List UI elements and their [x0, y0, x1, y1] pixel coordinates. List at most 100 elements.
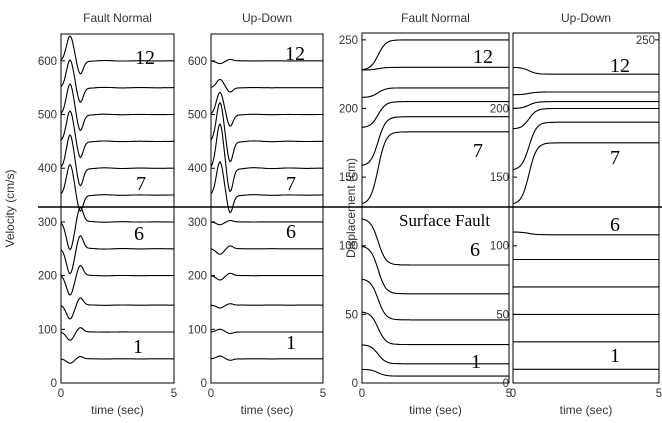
panel-2-trace-8	[210, 122, 323, 193]
panel-4-ytick-label: 150	[490, 172, 509, 184]
station-label-7-p1: 7	[136, 173, 146, 195]
panel-3-trace-11	[362, 66, 509, 71]
panel-1-title: Fault Normal	[83, 11, 152, 25]
panel-4-trace-11	[513, 91, 659, 96]
panel-3-ylabel: Displacement (cm)	[344, 158, 358, 258]
panel-2-trace-6	[210, 219, 323, 226]
panel-4-trace-12	[512, 66, 659, 75]
panel-4-ytick-label-right: 250	[636, 35, 655, 47]
panel-2-trace-10	[210, 91, 323, 127]
panel-1-trace-5	[60, 234, 174, 275]
panel-1-xtick-label: 0	[58, 388, 64, 400]
panel-4-ytick-label: 100	[490, 241, 509, 253]
panel-3-trace-9	[361, 101, 509, 128]
panel-3-trace-2	[361, 344, 509, 365]
station-label-12-p2: 12	[285, 43, 305, 65]
panel-4-trace-10	[512, 101, 659, 109]
panel-3-trace-1	[362, 368, 509, 377]
panel-2-xtick-label: 0	[208, 388, 214, 400]
panel-2-trace-5	[210, 245, 323, 255]
panel-3-trace-7	[361, 131, 509, 205]
panel-1-trace-4	[60, 264, 174, 296]
panel-3-xlabel: time (sec)	[409, 403, 462, 417]
panel-1-xlabel: time (sec)	[91, 403, 144, 417]
panel-1-ytick-label: 0	[51, 378, 57, 390]
station-label-12-p3: 12	[473, 46, 493, 68]
panel-2-trace-2	[210, 328, 323, 334]
panel-4-xtick-label: 0	[510, 388, 516, 400]
panel-3-ytick-label: 50	[345, 309, 358, 321]
panel-4-xtick-label: 5	[656, 388, 662, 400]
panel-4-title: Up-Down	[561, 11, 611, 25]
panel-4-trace-9	[512, 107, 659, 130]
panel-1-trace-11	[60, 59, 174, 103]
panel-4-trace-8	[512, 121, 659, 171]
panel-1-trace-7	[60, 163, 174, 212]
station-label-6-p4: 6	[610, 214, 620, 236]
panel-2-ytick-label: 400	[188, 163, 207, 175]
panel-3-trace-3	[361, 311, 509, 346]
station-label-1-p3: 1	[471, 351, 481, 373]
panel-4-ytick-label: 50	[496, 309, 509, 321]
station-label-12-p1: 12	[135, 47, 155, 69]
panel-2-trace-1	[210, 355, 323, 361]
station-label-7-p2: 7	[286, 173, 296, 195]
panel-2-ytick-label: 200	[188, 271, 207, 283]
panel-1-trace-3	[60, 297, 174, 320]
panel-3-ytick-label: 200	[339, 103, 358, 115]
panel-4-trace-7	[512, 142, 659, 205]
panel-3-trace-4	[361, 278, 509, 321]
station-label-6-p3: 6	[470, 239, 480, 261]
station-label-7-p3: 7	[473, 140, 483, 162]
panel-2-ytick-label: 300	[188, 217, 207, 229]
panel-1-xtick-label: 5	[171, 388, 177, 400]
panel-2-title: Up-Down	[242, 11, 292, 25]
panel-1-ytick-label: 600	[38, 56, 57, 68]
panel-1-ytick-label: 100	[38, 324, 57, 336]
panel-4-ytick-label: 0	[503, 378, 509, 390]
station-label-1-p4: 1	[610, 345, 620, 367]
panel-4-trace-6	[513, 231, 659, 236]
panel-1-trace-6	[60, 206, 174, 251]
panel-3-ytick-label: 150	[339, 172, 358, 184]
panel-1-ytick-label: 400	[38, 163, 57, 175]
panel-3-xtick-label: 5	[506, 388, 512, 400]
panel-2-ytick-label: 0	[201, 378, 207, 390]
panel-3-frame	[361, 32, 510, 384]
panel-2-trace-4	[210, 272, 323, 281]
panel-1-ylabel: Velocity (cm/s)	[3, 169, 17, 247]
panel-3-trace-6	[361, 218, 509, 266]
panel-2-trace-9	[210, 101, 323, 163]
panel-3-ytick-label: 250	[339, 35, 358, 47]
panel-2-xtick-label: 5	[320, 388, 326, 400]
panel-3-trace-8	[361, 116, 509, 166]
panel-3-trace-10	[361, 87, 509, 98]
panel-3-trace-5	[361, 245, 509, 295]
panel-2-ytick-label: 100	[188, 324, 207, 336]
panel-4-xlabel: time (sec)	[560, 403, 613, 417]
panel-2-trace-12	[210, 58, 323, 65]
panel-1-trace-1	[60, 355, 174, 364]
panel-1-trace-12	[60, 35, 174, 75]
surface-fault-label: Surface Fault	[399, 211, 490, 230]
station-label-7-p4: 7	[610, 147, 620, 169]
panel-3-ytick-label: 100	[339, 241, 358, 253]
panel-1-trace-8	[60, 134, 174, 187]
panel-2-frame	[210, 33, 324, 384]
panel-1-ytick-label: 500	[38, 110, 57, 122]
panel-4-frame	[512, 32, 660, 384]
panel-2-trace-3	[210, 303, 323, 309]
station-label-1-p1: 1	[133, 336, 143, 358]
panel-3-ytick-label: 0	[352, 378, 358, 390]
panel-1-ytick-label: 200	[38, 271, 57, 283]
panel-1-frame	[60, 33, 175, 384]
station-label-12-p4: 12	[610, 55, 630, 77]
panel-2-ytick-label: 600	[188, 56, 207, 68]
station-label-1-p2: 1	[286, 332, 296, 354]
panel-1-trace-10	[60, 83, 174, 132]
panel-2-trace-11	[210, 78, 323, 93]
panel-1-trace-2	[60, 327, 174, 341]
station-label-6-p2: 6	[286, 221, 296, 243]
panel-3-title: Fault Normal	[401, 11, 470, 25]
